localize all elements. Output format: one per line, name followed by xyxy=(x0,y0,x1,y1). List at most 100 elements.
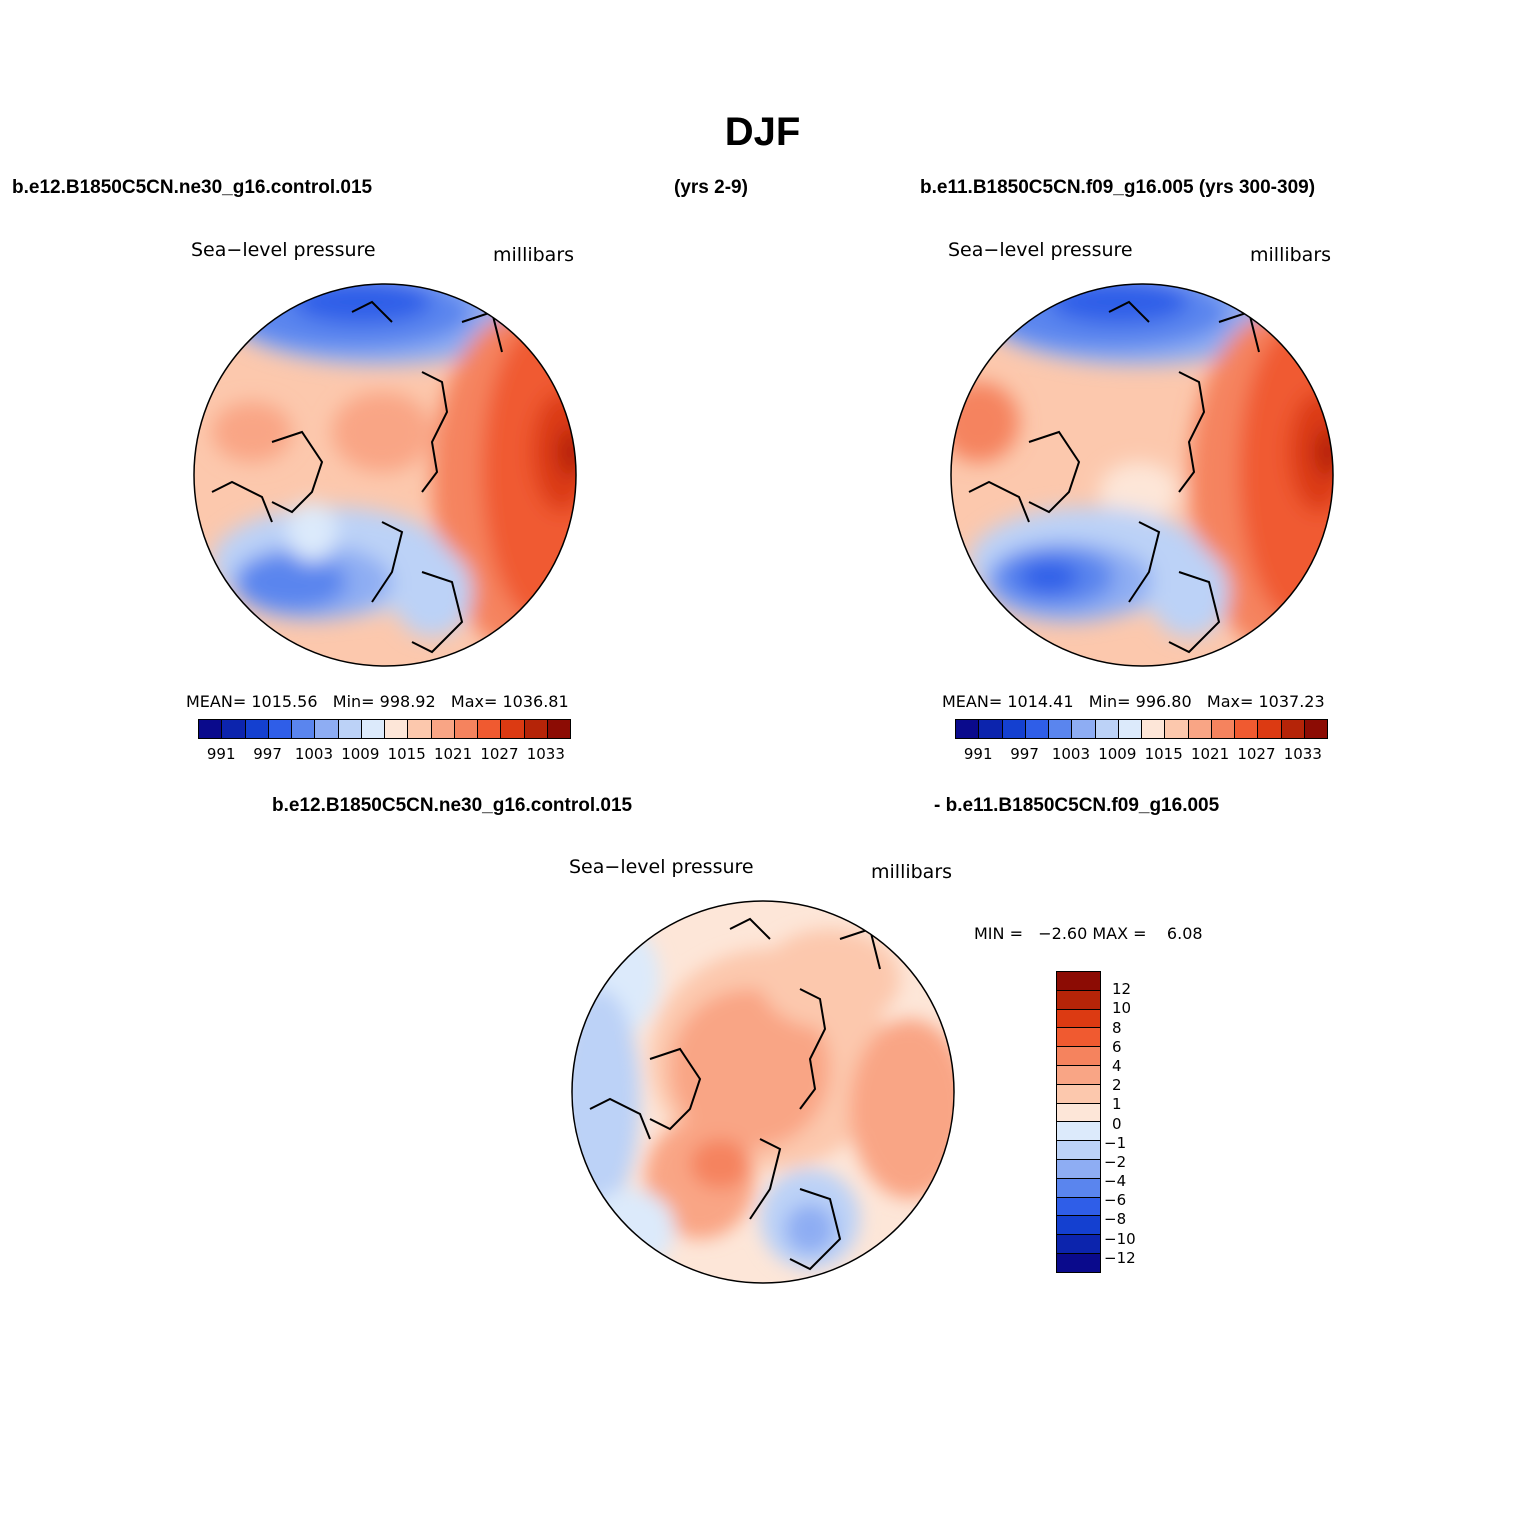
top-right-colorbar-swatch xyxy=(1211,720,1235,738)
difference-colorbar-tick-label: −8 xyxy=(1104,1210,1127,1229)
difference-colorbar-swatch xyxy=(1057,1178,1100,1198)
top-right-colorbar-swatch xyxy=(979,720,1003,738)
top-right-max-value: 1037.23 xyxy=(1258,692,1325,711)
top-left-years-label: (yrs 2-9) xyxy=(674,177,748,198)
difference-colorbar-tick-label: −1 xyxy=(1104,1133,1127,1152)
top-right-colorbar-swatch xyxy=(1165,720,1189,738)
top-left-min-value: 998.92 xyxy=(379,692,436,711)
top-right-colorbar-labels: 991 997 1003 1009 1015 1021 1027 1033 xyxy=(955,745,1326,765)
top-left-colorbar-swatch xyxy=(222,720,246,738)
top-right-variable-label: Sea−level pressure xyxy=(948,239,1133,261)
top-left-mean-value: 1015.56 xyxy=(251,692,318,711)
top-right-polar-map xyxy=(950,283,1334,667)
top-right-colorbar-swatch xyxy=(1281,720,1305,738)
top-right-colorbar-tick-label: 1009 xyxy=(1098,745,1137,763)
top-right-colorbar-tick-label: 997 xyxy=(1010,745,1039,763)
bottom-case-b-label: - b.e11.B1850C5CN.f09_g16.005 xyxy=(934,795,1220,816)
top-right-min-value: 996.80 xyxy=(1135,692,1192,711)
top-left-colorbar-labels: 991 997 1003 1009 1015 1021 1027 1033 xyxy=(198,745,569,765)
difference-colorbar-tick-label: 10 xyxy=(1112,999,1132,1018)
difference-colorbar-tick-label: −2 xyxy=(1104,1152,1127,1171)
difference-min-value: −2.60 xyxy=(1038,924,1088,943)
top-left-colorbar-swatch xyxy=(501,720,525,738)
difference-colorbar-tick-label: −12 xyxy=(1104,1248,1136,1267)
top-left-colorbar-tick-label: 1021 xyxy=(433,745,473,763)
top-right-mean-value: 1014.41 xyxy=(1007,692,1074,711)
top-right-colorbar-tick-label: 1021 xyxy=(1190,745,1230,763)
difference-colorbar-tick-label: 6 xyxy=(1112,1037,1122,1056)
top-right-colorbar-swatch xyxy=(1304,720,1327,738)
top-left-variable-label: Sea−level pressure xyxy=(191,239,376,261)
top-right-stats: MEAN= 1014.41 Min= 996.80 Max= 1037.23 xyxy=(942,692,1325,711)
top-left-case-label: b.e12.B1850C5CN.ne30_g16.control.015 xyxy=(12,177,373,198)
top-left-colorbar-tick-label: 991 xyxy=(206,745,236,763)
top-left-colorbar-swatch xyxy=(292,720,316,738)
difference-colorbar-swatch xyxy=(1057,1084,1100,1104)
difference-colorbar-tick-label: 0 xyxy=(1112,1114,1122,1133)
top-left-colorbar-swatch xyxy=(268,720,292,738)
top-right-colorbar-swatch xyxy=(1258,720,1282,738)
top-left-colorbar-tick-label: 997 xyxy=(253,745,282,763)
bottom-variable-label: Sea−level pressure xyxy=(569,856,754,878)
difference-colorbar-swatch xyxy=(1057,1216,1100,1236)
difference-max-value: 6.08 xyxy=(1166,924,1203,943)
difference-colorbar-tick-label: 1 xyxy=(1112,1095,1122,1114)
top-left-colorbar-swatch xyxy=(245,720,269,738)
top-right-case-label: b.e11.B1850C5CN.f09_g16.005 (yrs 300-309… xyxy=(920,177,1316,198)
difference-colorbar-swatch xyxy=(1057,1103,1100,1123)
top-left-colorbar-tick-label: 1015 xyxy=(387,745,426,763)
difference-colorbar-tick-label: 12 xyxy=(1112,980,1132,999)
difference-colorbar-swatch xyxy=(1057,1009,1100,1029)
difference-colorbar-swatch xyxy=(1057,1047,1100,1066)
difference-colorbar-tick-label: 4 xyxy=(1112,1056,1122,1075)
top-left-colorbar-swatch xyxy=(385,720,409,738)
top-right-colorbar-swatch xyxy=(1235,720,1259,738)
top-left-colorbar-swatch xyxy=(338,720,362,738)
top-right-colorbar-swatch xyxy=(1142,720,1166,738)
difference-colorbar-tick-label: −4 xyxy=(1104,1172,1127,1191)
page-title: DJF xyxy=(724,110,801,154)
difference-colorbar-swatch xyxy=(1057,1028,1100,1048)
top-left-colorbar-swatch xyxy=(454,720,478,738)
difference-colorbar-swatch xyxy=(1057,1122,1100,1142)
top-left-colorbar-swatch xyxy=(524,720,548,738)
difference-colorbar-swatch xyxy=(1057,1141,1100,1160)
difference-colorbar-tick-label: −6 xyxy=(1104,1191,1127,1210)
difference-colorbar-tick-label: −10 xyxy=(1104,1229,1136,1248)
bottom-case-a-label: b.e12.B1850C5CN.ne30_g16.control.015 xyxy=(272,795,633,816)
top-left-colorbar-swatch xyxy=(199,720,223,738)
top-right-colorbar-swatch xyxy=(1118,720,1142,738)
top-right-colorbar-swatch xyxy=(1072,720,1096,738)
top-left-colorbar xyxy=(198,719,571,739)
top-left-colorbar-swatch xyxy=(315,720,339,738)
top-left-stats: MEAN= 1015.56 Min= 998.92 Max= 1036.81 xyxy=(186,692,569,711)
top-right-colorbar-tick-label: 1015 xyxy=(1144,745,1183,763)
difference-colorbar-swatch xyxy=(1057,972,1100,991)
top-left-colorbar-swatch xyxy=(408,720,432,738)
difference-colorbar-swatch xyxy=(1057,1065,1100,1085)
top-left-colorbar-tick-label: 1027 xyxy=(480,745,519,763)
top-right-colorbar-swatch xyxy=(956,720,980,738)
difference-colorbar-swatch xyxy=(1057,990,1100,1010)
top-right-colorbar-tick-label: 1033 xyxy=(1283,745,1322,763)
top-left-units-label: millibars xyxy=(493,244,575,266)
top-left-colorbar-swatch xyxy=(478,720,502,738)
top-right-colorbar-swatch xyxy=(1049,720,1073,738)
top-right-colorbar-tick-label: 1003 xyxy=(1051,745,1091,763)
top-right-colorbar-swatch xyxy=(1188,720,1212,738)
difference-colorbar-labels: 12 10 8 6 4 2 1 0 −1 −2 −4 −6 −8 −10 −12 xyxy=(1104,971,1164,1281)
difference-polar-map xyxy=(571,900,955,1284)
top-left-colorbar-swatch xyxy=(547,720,570,738)
difference-colorbar-swatch xyxy=(1057,1159,1100,1179)
difference-colorbar-tick-label: 8 xyxy=(1112,1018,1122,1037)
top-right-colorbar-swatch xyxy=(1002,720,1026,738)
top-left-max-value: 1036.81 xyxy=(502,692,569,711)
difference-colorbar-swatch xyxy=(1057,1253,1100,1272)
bottom-units-label: millibars xyxy=(871,861,953,883)
top-right-colorbar xyxy=(955,719,1328,739)
difference-colorbar-swatch xyxy=(1057,1197,1100,1217)
top-left-colorbar-swatch xyxy=(361,720,385,738)
top-right-units-label: millibars xyxy=(1250,244,1332,266)
difference-colorbar-tick-label: 2 xyxy=(1112,1076,1122,1095)
top-left-colorbar-tick-label: 1009 xyxy=(341,745,380,763)
